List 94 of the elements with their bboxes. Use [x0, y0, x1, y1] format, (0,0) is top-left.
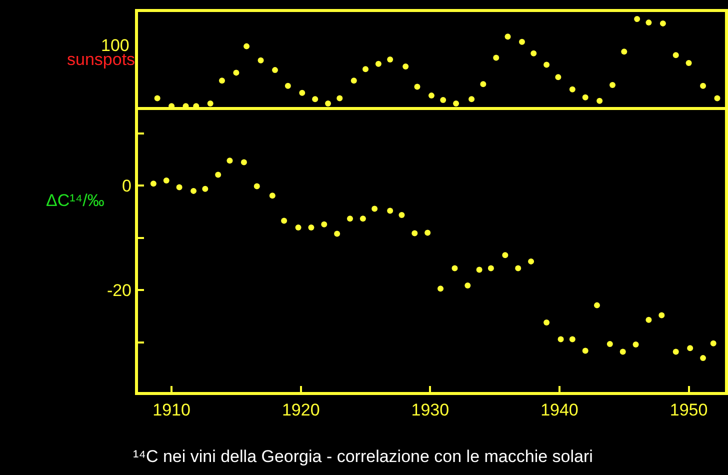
point	[621, 48, 628, 55]
point	[308, 224, 314, 230]
point	[610, 82, 616, 88]
x-tick-label: 1940	[540, 400, 578, 420]
point	[440, 96, 446, 103]
y-tick-label: -20	[106, 281, 132, 300]
point	[672, 348, 679, 355]
point	[493, 54, 500, 61]
point	[453, 100, 460, 106]
point	[387, 56, 394, 62]
point	[412, 230, 418, 236]
point	[582, 348, 588, 354]
point	[163, 178, 170, 184]
point	[687, 345, 694, 352]
point	[233, 70, 240, 76]
point	[325, 100, 332, 106]
point	[620, 348, 626, 355]
x-tick-label: 1920	[282, 400, 320, 420]
point	[569, 336, 576, 342]
point	[176, 184, 182, 190]
point	[372, 206, 378, 212]
text: ¹⁴C nei vini della Georgia - correlazione con le macchie solari	[133, 447, 593, 466]
point	[710, 340, 716, 346]
point	[518, 38, 525, 45]
point	[544, 320, 550, 326]
point	[284, 82, 291, 89]
point	[334, 230, 340, 237]
point	[321, 221, 328, 228]
point	[202, 186, 208, 192]
point	[569, 86, 576, 92]
point	[428, 92, 434, 99]
point	[281, 218, 288, 224]
point	[347, 216, 353, 222]
point	[402, 64, 409, 70]
point	[488, 265, 494, 272]
point	[528, 258, 534, 264]
point	[700, 82, 706, 89]
point	[686, 60, 692, 66]
point	[515, 265, 522, 272]
point	[530, 50, 537, 56]
point	[476, 266, 482, 273]
point	[714, 95, 720, 102]
point	[438, 286, 444, 292]
point	[207, 100, 214, 106]
point	[480, 81, 486, 88]
point	[244, 43, 250, 50]
point	[660, 20, 666, 26]
point	[555, 74, 562, 80]
point	[150, 180, 156, 187]
point	[226, 158, 233, 164]
point	[582, 94, 588, 100]
point	[375, 60, 382, 67]
point	[606, 340, 613, 347]
point	[468, 96, 475, 102]
point	[154, 95, 160, 102]
point	[387, 208, 394, 214]
point	[350, 78, 357, 84]
point	[646, 20, 652, 26]
point	[700, 355, 706, 362]
y-axis-title: ΔC¹⁴/‰	[46, 191, 104, 210]
point	[658, 312, 665, 318]
point	[190, 188, 197, 194]
point	[632, 341, 639, 348]
point	[464, 282, 471, 288]
point	[594, 302, 600, 308]
point	[240, 159, 247, 166]
x-tick-label: 1910	[152, 400, 190, 420]
point	[295, 224, 302, 230]
point	[504, 34, 511, 40]
point	[398, 212, 405, 218]
point	[218, 78, 225, 84]
y-tick-label: 0	[122, 176, 132, 196]
x-tick-label: 1930	[411, 400, 450, 420]
point	[634, 16, 640, 22]
point	[312, 96, 318, 102]
point	[558, 336, 564, 342]
x-tick-label: 1950	[670, 400, 708, 420]
point	[362, 66, 369, 72]
point	[424, 230, 431, 236]
point	[299, 90, 306, 96]
point	[269, 192, 276, 199]
point	[672, 52, 679, 58]
point	[360, 216, 366, 222]
point	[452, 265, 458, 272]
point	[215, 172, 222, 178]
point	[258, 57, 264, 64]
point	[646, 316, 652, 323]
point	[272, 67, 278, 74]
point	[254, 183, 260, 190]
point	[414, 84, 420, 90]
point	[596, 98, 603, 104]
point	[544, 62, 550, 68]
point	[336, 95, 343, 102]
point	[502, 252, 508, 258]
